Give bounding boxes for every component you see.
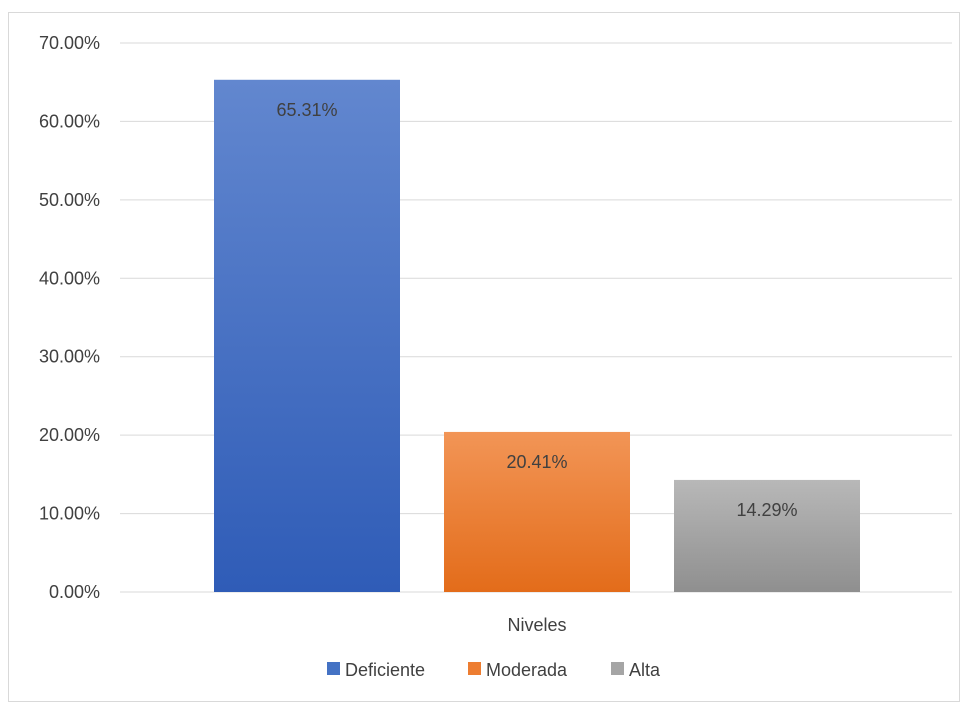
bar-moderada xyxy=(444,431,630,592)
legend-swatch-alta xyxy=(611,662,624,675)
legend-label-moderada: Moderada xyxy=(486,660,568,680)
legend-swatch-moderada xyxy=(468,662,481,675)
data-label: 14.29% xyxy=(736,500,797,520)
y-tick-label: 30.00% xyxy=(39,347,100,367)
legend-swatch-deficiente xyxy=(327,662,340,675)
y-tick-label: 0.00% xyxy=(49,582,100,602)
bars xyxy=(214,79,860,592)
y-tick-label: 10.00% xyxy=(39,504,100,524)
bar-alta xyxy=(674,479,860,592)
y-tick-label: 70.00% xyxy=(39,33,100,53)
y-axis-ticks: 0.00% 10.00% 20.00% 30.00% 40.00% 50.00% 60.00… xyxy=(39,33,100,602)
y-tick-label: 20.00% xyxy=(39,425,100,445)
y-tick-label: 40.00% xyxy=(39,268,100,288)
data-label: 20.41% xyxy=(506,452,567,472)
x-category-label: Niveles xyxy=(507,615,566,635)
bar-deficiente xyxy=(214,79,400,592)
y-tick-label: 50.00% xyxy=(39,190,100,210)
y-tick-label: 60.00% xyxy=(39,111,100,131)
legend-label-deficiente: Deficiente xyxy=(345,660,425,680)
legend-label-alta: Alta xyxy=(629,660,661,680)
x-axis-categories: Niveles xyxy=(507,615,566,635)
legend: Deficiente Moderada Alta xyxy=(327,660,661,680)
data-labels: 65.31% 20.41% 14.29% xyxy=(276,100,797,520)
data-label: 65.31% xyxy=(276,100,337,120)
